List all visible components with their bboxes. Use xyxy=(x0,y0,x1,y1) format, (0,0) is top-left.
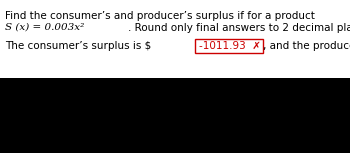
Bar xyxy=(195,39,263,53)
Bar xyxy=(0,78,350,153)
Text: The consumer’s surplus is $: The consumer’s surplus is $ xyxy=(5,41,154,51)
Text: Find the consumer’s and producer’s surplus if for a product: Find the consumer’s and producer’s surpl… xyxy=(5,11,318,21)
Text: S (x) = 0.003x²: S (x) = 0.003x² xyxy=(5,23,84,32)
Text: , and the producer’s surplus is $: , and the producer’s surplus is $ xyxy=(263,41,350,51)
Text: -1011.93  ✗: -1011.93 ✗ xyxy=(199,41,261,51)
Text: . Round only final answers to 2 decimal places.: . Round only final answers to 2 decimal … xyxy=(128,23,350,33)
